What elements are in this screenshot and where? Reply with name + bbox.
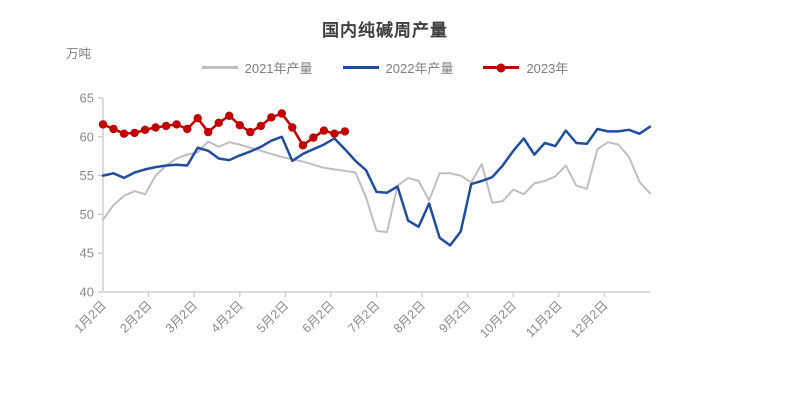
series-2023-marker [277, 109, 286, 118]
x-axis-tick-label: 9月2日 [436, 298, 473, 335]
y-axis-tick-label: 60 [80, 129, 94, 144]
series-2021-line [102, 140, 651, 234]
legend-line-2022-icon [342, 66, 379, 69]
series-2023-marker [98, 120, 108, 129]
series-2023-marker [193, 114, 202, 123]
x-axis-tick-label: 6月2日 [300, 298, 337, 335]
series-2023-marker [204, 127, 213, 137]
series-2023-marker [288, 123, 297, 132]
legend-label-2022: 2022年产量 [385, 61, 454, 76]
y-axis-tick-label: 40 [80, 285, 94, 300]
x-axis-tick-label: 1月2日 [72, 298, 109, 335]
series-2023-marker [183, 124, 192, 134]
series-2023-marker [161, 121, 171, 131]
x-axis-tick-label: 7月2日 [345, 298, 382, 335]
x-axis-tick-label: 8月2日 [391, 298, 428, 335]
y-axis-tick-label: 55 [80, 168, 94, 183]
x-axis-tick-label: 3月2日 [163, 298, 200, 335]
x-axis-tick-label: 4月2日 [208, 298, 245, 335]
legend-item-2021: 2021年产量 [201, 58, 313, 77]
x-axis-tick-label: 11月2日 [523, 298, 565, 340]
chart-title: 国内纯碱周产量 [322, 21, 448, 40]
series-2023-marker [235, 121, 244, 130]
series-2023-marker [225, 111, 234, 121]
series-2022-line [101, 125, 652, 247]
series-2023-line [101, 112, 347, 147]
series-2023-marker [119, 129, 129, 138]
legend-item-2022: 2022年产量 [342, 58, 454, 77]
series-2023-marker [151, 123, 160, 132]
x-axis-tick-label: 10月2日 [477, 298, 519, 340]
series-2023-marker [267, 113, 276, 122]
series-2023-marker [330, 129, 339, 138]
x-axis-tick-label: 12月2日 [568, 298, 610, 340]
legend-line-2021-icon [201, 66, 238, 69]
y-axis-unit-label: 万吨 [66, 47, 92, 61]
x-axis-tick-label: 2月2日 [117, 298, 154, 335]
series-2023-marker [298, 141, 308, 150]
series-2023-marker [130, 128, 139, 138]
series-2023-marker [172, 120, 181, 129]
legend-label-2021: 2021年产量 [244, 61, 313, 76]
chart-legend: 2021年产量 2022年产量 2023年 [0, 58, 770, 77]
series-2023-marker [319, 126, 329, 135]
series-2023-marker [140, 125, 150, 134]
legend-item-2023: 2023年 [483, 58, 568, 77]
legend-label-2023: 2023年 [526, 61, 569, 76]
series-2023-marker [109, 124, 118, 134]
series-2023-marker [340, 127, 350, 136]
series-2023-marker [256, 121, 265, 131]
series-2023-marker [246, 127, 255, 137]
x-axis-tick-label: 5月2日 [254, 298, 291, 335]
y-axis-tick-label: 65 [80, 91, 94, 106]
y-axis-tick-label: 45 [80, 246, 94, 261]
series-2023-marker [309, 133, 318, 142]
legend-line-dot-2023-icon [483, 63, 520, 72]
y-axis-tick-label: 50 [80, 207, 94, 222]
series-2023-marker [214, 118, 223, 128]
